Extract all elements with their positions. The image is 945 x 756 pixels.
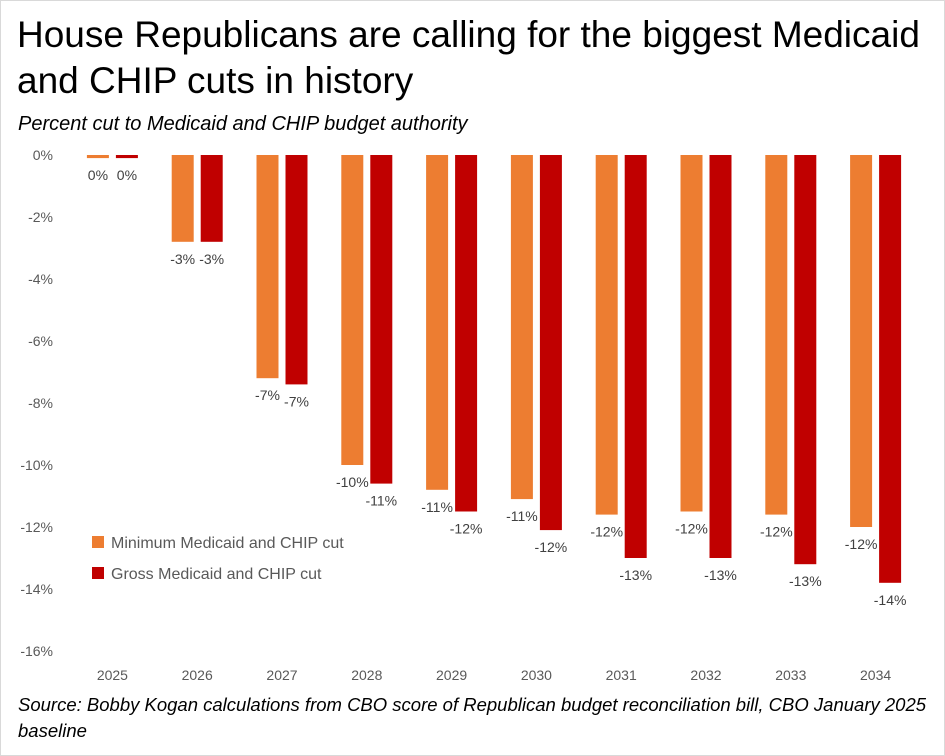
bar-minimum-2029 [426,155,449,490]
y-tick-label: -4% [28,271,53,287]
bar-minimum-2034 [850,155,873,527]
data-label-minimum-2030: -11% [506,508,538,524]
data-label-gross-2033: -13% [789,573,822,589]
data-label-minimum-2033: -12% [760,524,793,540]
y-tick-label: -16% [20,643,53,659]
legend-swatch-gross [92,567,104,579]
data-label-minimum-2029: -11% [421,499,453,515]
bar-minimum-2032 [680,155,703,512]
data-label-gross-2034: -14% [874,592,907,608]
bar-gross-2025 [115,155,138,159]
bar-minimum-2025 [86,155,109,159]
x-tick-label: 2025 [97,667,128,683]
chart-title: House Republicans are calling for the bi… [17,14,920,101]
bar-gross-2029 [455,155,478,512]
legend-label-minimum: Minimum Medicaid and CHIP cut [111,535,344,552]
data-label-gross-2027: -7% [284,393,309,409]
y-tick-label: 0% [33,147,53,163]
x-tick-label: 2027 [266,667,297,683]
x-tick-label: 2030 [521,667,552,683]
data-label-minimum-2031: -12% [590,524,623,540]
y-tick-label: -14% [20,581,53,597]
data-label-gross-2029: -12% [450,521,483,537]
chart-subtitle: Percent cut to Medicaid and CHIP budget … [18,113,468,135]
bar-gross-2032 [709,155,732,558]
data-label-minimum-2028: -10% [336,474,369,490]
x-tick-label: 2028 [351,667,382,683]
x-tick-label: 2033 [775,667,806,683]
data-label-minimum-2032: -12% [675,521,708,537]
x-tick-label: 2032 [690,667,721,683]
data-label-gross-2028: -11% [365,493,397,509]
y-tick-label: -10% [20,457,53,473]
bar-gross-2030 [539,155,562,531]
bar-minimum-2030 [510,155,533,500]
bar-minimum-2031 [595,155,618,515]
bar-gross-2034 [879,155,902,583]
data-label-minimum-2025: 0% [88,167,108,183]
data-label-gross-2025: 0% [117,167,137,183]
bar-gross-2027 [285,155,308,385]
x-tick-label: 2026 [182,667,213,683]
y-tick-label: -12% [20,519,53,535]
data-label-gross-2030: -12% [535,539,568,555]
bar-gross-2033 [794,155,817,565]
bar-minimum-2033 [765,155,788,515]
bar-minimum-2028 [341,155,364,465]
data-label-minimum-2026: -3% [170,251,195,267]
data-label-minimum-2034: -12% [845,536,878,552]
data-label-gross-2032: -13% [704,567,737,583]
data-label-minimum-2027: -7% [255,387,280,403]
y-tick-label: -2% [28,209,53,225]
chart-source: Source: Bobby Kogan calculations from CB… [18,694,927,741]
data-label-gross-2026: -3% [199,251,224,267]
x-tick-label: 2029 [436,667,467,683]
legend-label-gross: Gross Medicaid and CHIP cut [111,566,322,583]
y-tick-label: -6% [28,333,53,349]
bar-minimum-2026 [171,155,194,242]
bar-minimum-2027 [256,155,279,379]
x-tick-label: 2034 [860,667,891,683]
bar-gross-2026 [200,155,223,242]
bar-gross-2031 [624,155,647,558]
data-label-gross-2031: -13% [619,567,652,583]
legend-swatch-minimum [92,536,104,548]
bar-gross-2028 [370,155,393,484]
x-tick-label: 2031 [606,667,637,683]
y-tick-label: -8% [28,395,53,411]
